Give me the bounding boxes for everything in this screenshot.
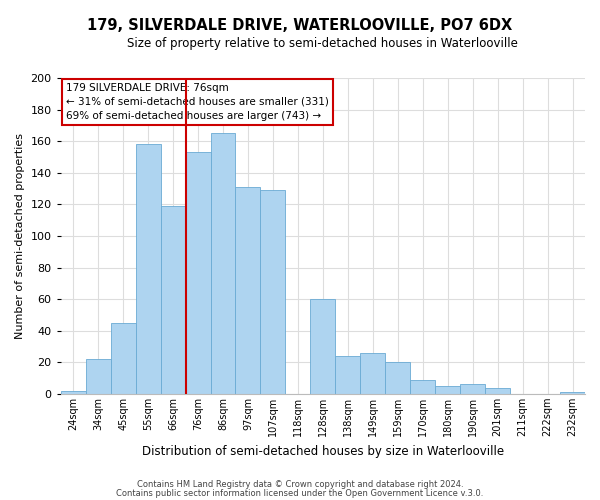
Text: Contains HM Land Registry data © Crown copyright and database right 2024.: Contains HM Land Registry data © Crown c… xyxy=(137,480,463,489)
Bar xyxy=(260,190,286,394)
Text: 179, SILVERDALE DRIVE, WATERLOOVILLE, PO7 6DX: 179, SILVERDALE DRIVE, WATERLOOVILLE, PO… xyxy=(88,18,512,32)
Bar xyxy=(136,144,161,394)
Bar xyxy=(485,388,510,394)
Bar xyxy=(410,380,435,394)
Bar xyxy=(385,362,410,394)
Bar xyxy=(61,390,86,394)
Text: 179 SILVERDALE DRIVE: 76sqm
← 31% of semi-detached houses are smaller (331)
69% : 179 SILVERDALE DRIVE: 76sqm ← 31% of sem… xyxy=(66,83,329,121)
Bar xyxy=(335,356,361,394)
Bar xyxy=(460,384,485,394)
Bar xyxy=(161,206,185,394)
Text: Contains public sector information licensed under the Open Government Licence v.: Contains public sector information licen… xyxy=(116,488,484,498)
Title: Size of property relative to semi-detached houses in Waterlooville: Size of property relative to semi-detach… xyxy=(127,38,518,51)
Bar xyxy=(110,323,136,394)
Bar xyxy=(560,392,585,394)
Bar xyxy=(185,152,211,394)
Y-axis label: Number of semi-detached properties: Number of semi-detached properties xyxy=(15,133,25,339)
Bar xyxy=(310,299,335,394)
Bar xyxy=(86,359,110,394)
Bar xyxy=(361,353,385,394)
X-axis label: Distribution of semi-detached houses by size in Waterlooville: Distribution of semi-detached houses by … xyxy=(142,444,504,458)
Bar xyxy=(211,134,235,394)
Bar xyxy=(235,187,260,394)
Bar xyxy=(435,386,460,394)
